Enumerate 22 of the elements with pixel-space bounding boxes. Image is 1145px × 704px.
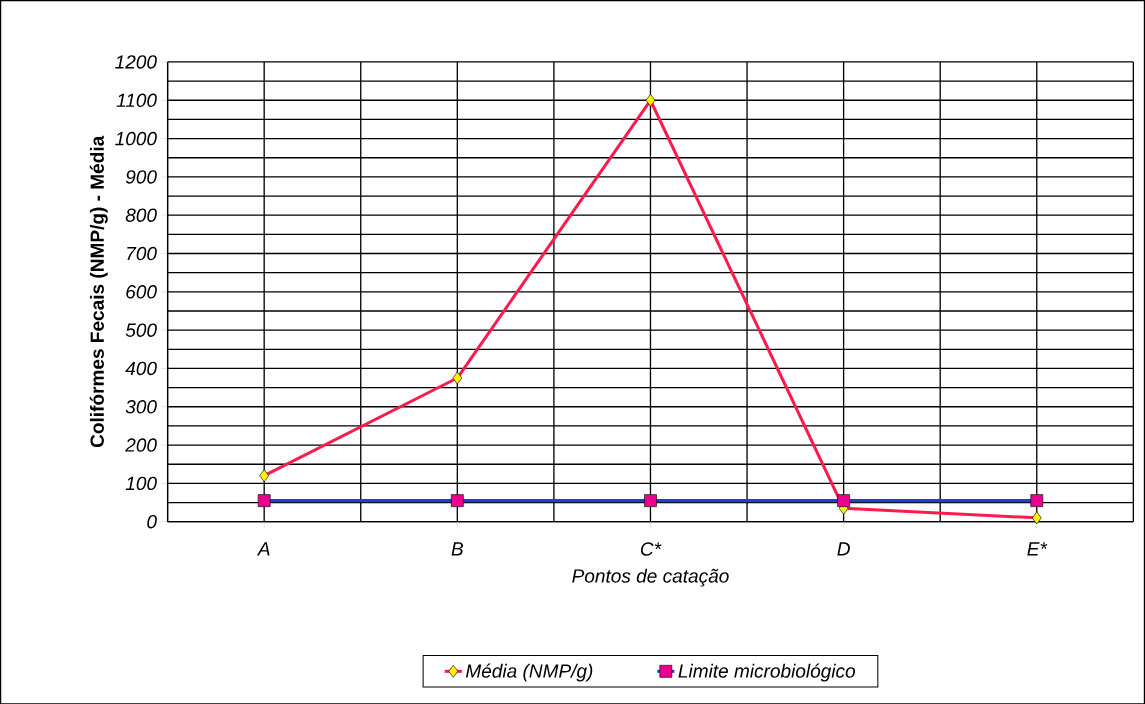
x-tick-label: C*	[640, 542, 662, 556]
legend-label: Limite microbiológico	[678, 663, 856, 682]
y-tick-label: 100	[125, 476, 157, 490]
x-tick-label: E*	[1027, 542, 1048, 556]
y-tick-label: 800	[125, 208, 157, 222]
y-axis-title: Colifórmes Fecais (NMP/g) - Média	[89, 135, 108, 447]
y-tick-label: 1000	[115, 131, 157, 146]
y-tick-label: 400	[125, 361, 157, 375]
y-tick-label: 600	[126, 284, 157, 299]
x-tick-label: D	[837, 542, 850, 556]
y-tick-label: 200	[125, 438, 157, 452]
legend-label: Média (NMP/g)	[465, 663, 593, 682]
x-axis-title: Pontos de catação	[572, 568, 729, 587]
y-tick-label: 300	[125, 399, 157, 414]
y-tick-label: 700	[127, 246, 157, 261]
y-tick-label: 500	[125, 323, 157, 337]
x-tick-label: B	[451, 542, 464, 556]
y-tick-label: 1100	[116, 93, 157, 107]
x-tick-label: A	[256, 542, 270, 556]
y-tick-label: 900	[125, 169, 157, 184]
y-tick-label: 0	[147, 514, 157, 529]
y-tick-label: 1200	[115, 55, 157, 69]
